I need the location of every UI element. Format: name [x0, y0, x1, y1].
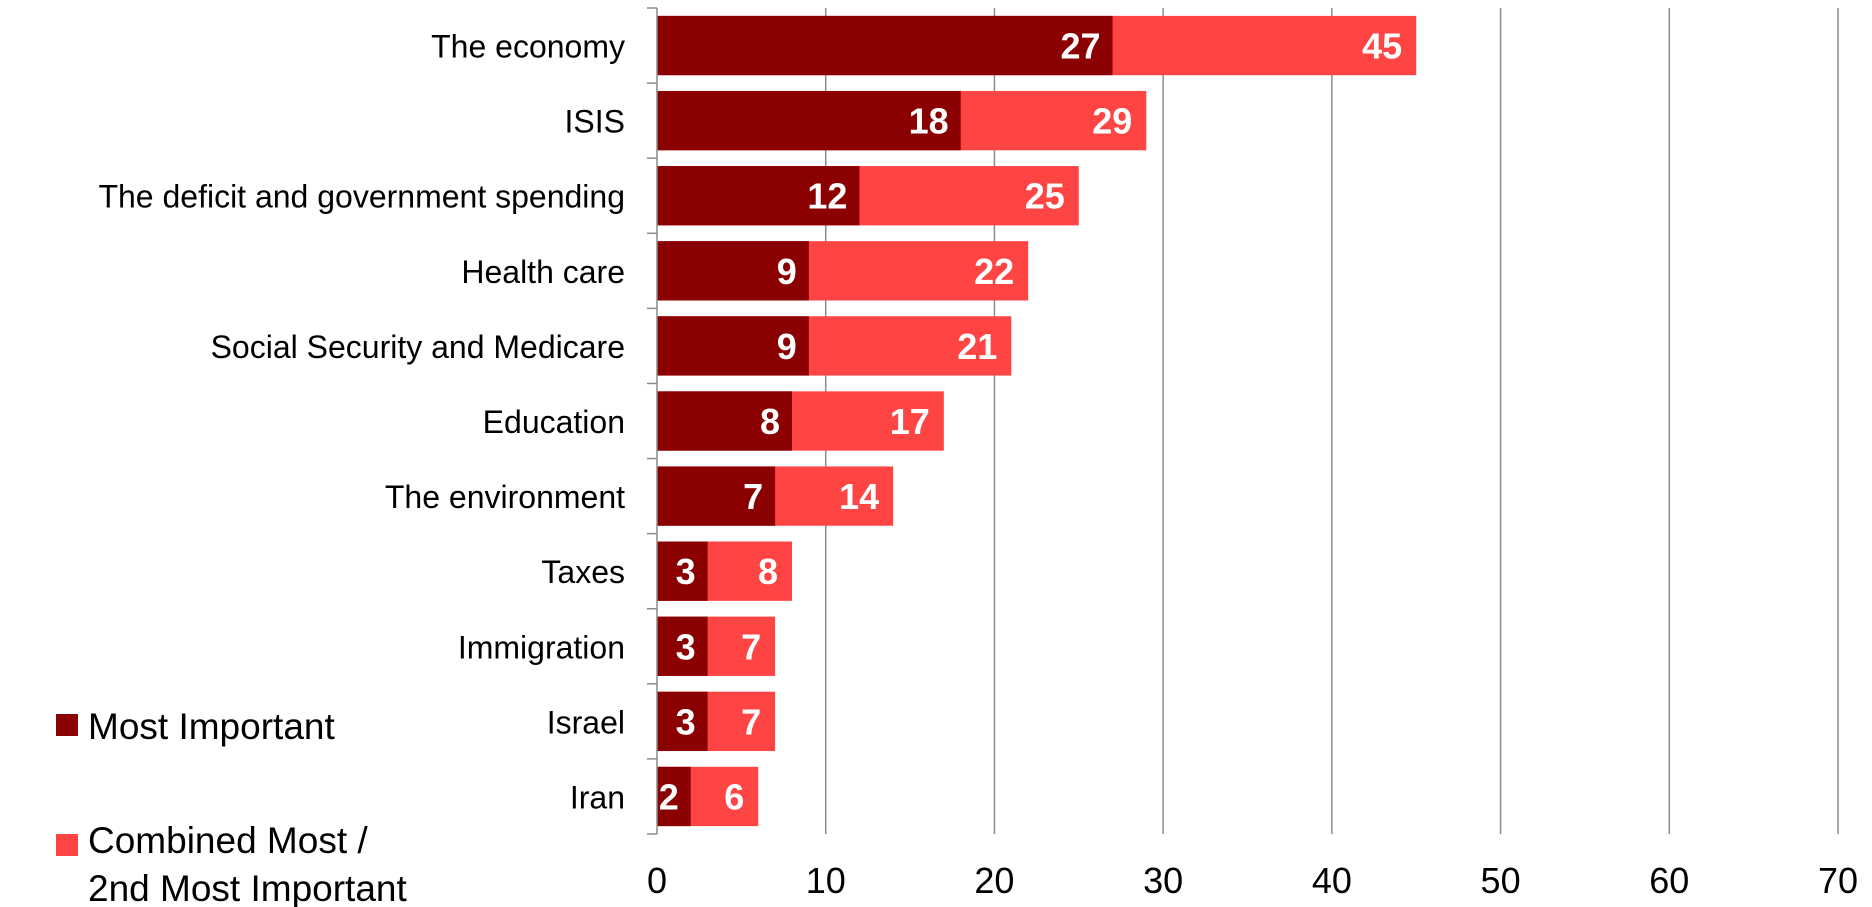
bar-most-important	[657, 316, 809, 376]
category-label: Education	[483, 404, 625, 440]
data-label-most-important: 9	[777, 251, 797, 292]
data-label-most-important: 7	[743, 476, 763, 517]
x-tick-label: 70	[1818, 860, 1858, 901]
x-tick-label: 50	[1481, 860, 1521, 901]
data-label-combined: 8	[758, 551, 778, 592]
data-label-most-important: 27	[1060, 26, 1100, 67]
x-tick-label: 60	[1649, 860, 1689, 901]
category-label: The deficit and government spending	[98, 179, 625, 215]
category-label: Health care	[461, 254, 625, 290]
bars	[657, 15, 1417, 827]
category-label: Israel	[547, 704, 625, 740]
data-label-combined: 21	[957, 326, 997, 367]
category-label: Social Security and Medicare	[211, 329, 625, 365]
legend-label: 2nd Most Important	[88, 868, 407, 907]
data-label-combined: 6	[724, 776, 744, 817]
bar-most-important	[657, 241, 809, 301]
data-label-most-important: 8	[760, 401, 780, 442]
legend-swatch	[56, 834, 78, 856]
data-labels: 27 45 18 29 12 25 9 22 9 21 8 17 7 14 3 8 3 7 3 7 2 6	[659, 26, 1403, 818]
category-label: Iran	[570, 779, 625, 815]
bar-most-important	[657, 616, 708, 676]
bar-most-important	[657, 691, 708, 752]
data-label-most-important: 9	[777, 326, 797, 367]
x-tick-label: 40	[1312, 860, 1352, 901]
x-tick-label: 20	[974, 860, 1014, 901]
x-tick-label: 30	[1143, 860, 1183, 901]
bar-most-important	[657, 541, 708, 601]
axes: 0 10 20 30 40 50 60 70 The economy ISIS The defici…	[98, 7, 1858, 901]
data-label-combined: 17	[890, 401, 930, 442]
legend-swatch	[56, 714, 78, 736]
bar-most-important	[657, 391, 792, 451]
bar-most-important	[657, 766, 691, 827]
category-label: ISIS	[565, 104, 625, 140]
x-tick-label: 10	[806, 860, 846, 901]
data-label-most-important: 12	[807, 176, 847, 217]
bar-most-important	[657, 166, 860, 226]
bar-most-important	[657, 466, 776, 526]
data-label-most-important: 18	[909, 101, 949, 142]
category-label: The environment	[385, 479, 625, 515]
data-label-most-important: 2	[659, 776, 679, 817]
bar-most-important	[657, 90, 961, 151]
data-label-combined: 45	[1362, 26, 1402, 67]
data-label-most-important: 3	[676, 551, 696, 592]
data-label-most-important: 3	[676, 626, 696, 667]
data-label-combined: 22	[974, 251, 1014, 292]
category-label: Taxes	[541, 554, 625, 590]
bar-most-important	[657, 15, 1113, 76]
data-label-combined: 7	[741, 701, 761, 742]
data-label-most-important: 3	[676, 701, 696, 742]
category-label: Immigration	[458, 629, 625, 665]
data-label-combined: 7	[741, 626, 761, 667]
category-label: The economy	[431, 29, 625, 65]
data-label-combined: 14	[839, 476, 879, 517]
x-tick-label: 0	[647, 860, 667, 901]
data-label-combined: 29	[1092, 101, 1132, 142]
legend-label: Most Important	[88, 706, 335, 747]
legend: Most Important Combined Most / 2nd Most Im…	[56, 706, 407, 907]
data-label-combined: 25	[1025, 176, 1065, 217]
legend-label: Combined Most /	[88, 820, 368, 861]
